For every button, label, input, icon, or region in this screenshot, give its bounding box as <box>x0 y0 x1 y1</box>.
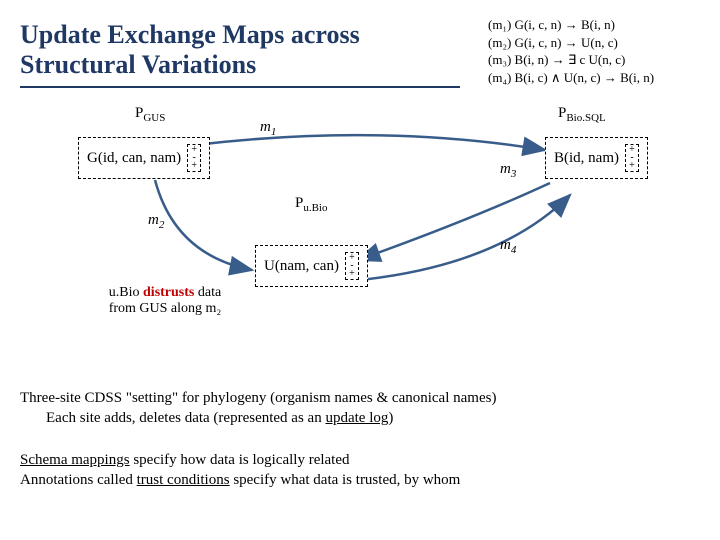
update-log-icon: +-+ <box>625 144 639 172</box>
caption-mappings: Schema mappings specify how data is logi… <box>20 450 700 491</box>
label-m2: m2 <box>148 212 164 231</box>
schema-text: U(nam, can) <box>264 258 339 275</box>
peer-biosql-label: PBio.SQL <box>558 105 606 124</box>
schema-text: G(id, can, nam) <box>87 150 181 167</box>
label-m4: m4 <box>500 237 516 256</box>
mapping-m2: (m₂) G(i, c, n) → U(n, c) <box>488 34 713 52</box>
mapping-rules: (m₁) G(i, c, n) → B(i, n) (m₂) G(i, c, n… <box>488 16 713 86</box>
label-m3: m3 <box>500 161 516 180</box>
peer-biosql-schema: B(id, nam) +-+ <box>545 137 648 179</box>
peer-gus-schema: G(id, can, nam) +-+ <box>78 137 210 179</box>
schema-text: B(id, nam) <box>554 150 619 167</box>
mapping-m3: (m₃) B(i, n) → ∃ c U(n, c) <box>488 51 713 69</box>
caption-setting: Three-site CDSS "setting" for phylogeny … <box>20 388 700 429</box>
peer-ubio-schema: U(nam, can) +-+ <box>255 245 368 287</box>
trust-annotation: u.Bio distrusts data from GUS along m₂ <box>80 285 250 317</box>
peer-ubio-label: Pu.Bio <box>295 195 328 214</box>
slide-title: Update Exchange Maps across Structural V… <box>20 20 460 88</box>
update-log-icon: +-+ <box>345 252 359 280</box>
update-log-icon: +-+ <box>187 144 201 172</box>
peer-gus-label: PGUS <box>135 105 165 124</box>
diagram: PGUS G(id, can, nam) +-+ PBio.SQL B(id, … <box>0 105 720 330</box>
label-m1: m1 <box>260 119 276 138</box>
mapping-m1: (m₁) G(i, c, n) → B(i, n) <box>488 16 713 34</box>
mapping-m4: (m₄) B(i, c) ∧ U(n, c) → B(i, n) <box>488 69 713 87</box>
